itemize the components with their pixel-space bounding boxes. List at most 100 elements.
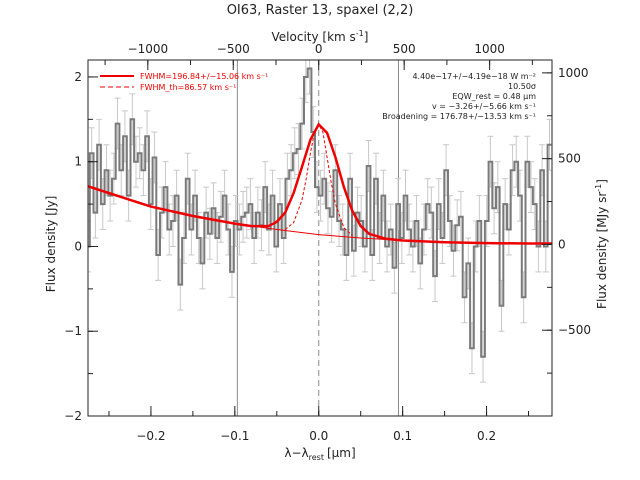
data-point (367, 165, 370, 167)
data-point (533, 203, 536, 205)
data-point (253, 237, 255, 239)
data-point (290, 169, 292, 171)
data-point (186, 177, 189, 180)
data-point (393, 266, 396, 269)
data-point (305, 76, 307, 78)
data-point (496, 186, 499, 188)
data-point (345, 254, 348, 256)
x-tick-label: 0.2 (477, 429, 496, 443)
data-point (323, 177, 326, 180)
axis-ticks: −0.2 −0.1 0.0 0.1 0.2 −1000 −500 0 500 1000 −2 −1 0 1… (64, 42, 591, 443)
data-point (467, 262, 470, 265)
data-point (526, 160, 529, 163)
data-point (268, 228, 270, 231)
data-point (430, 211, 433, 214)
data-point (142, 169, 145, 171)
data-point (131, 118, 134, 121)
fit-annotation: 4.40e−17+/−4.19e−18 W m⁻² (412, 72, 536, 81)
data-point (382, 194, 385, 197)
data-point (404, 194, 407, 197)
data-point (456, 224, 458, 227)
right-tick-label: −500 (558, 323, 591, 337)
plot-frame (87, 59, 553, 417)
data-point (544, 245, 547, 248)
data-point (500, 305, 503, 307)
data-point (113, 177, 115, 180)
right-tick-label: 500 (558, 152, 581, 166)
data-point (264, 186, 267, 188)
data-point (471, 347, 473, 349)
data-point (227, 228, 230, 231)
legend: FWHM=196.84+/−15.06 km s⁻¹ FWHM_th=86.57 … (100, 72, 268, 92)
data-point (334, 169, 337, 171)
data-point (231, 271, 233, 273)
data-point (360, 220, 362, 222)
data-point (519, 194, 521, 197)
data-point (375, 177, 377, 180)
data-point (474, 245, 477, 248)
data-point (175, 194, 178, 197)
data-point (308, 67, 311, 70)
data-point (242, 216, 244, 218)
top-tick-label: 0 (315, 42, 323, 56)
y-tick-label: 0 (74, 239, 82, 253)
data-point (485, 220, 488, 222)
data-point (327, 207, 329, 210)
data-point (452, 249, 455, 252)
data-point (504, 203, 506, 205)
data-point (508, 228, 510, 231)
data-point (489, 160, 492, 163)
data-point (301, 122, 303, 125)
data-point (537, 245, 540, 248)
data-point (341, 228, 344, 231)
data-point (548, 143, 551, 146)
data-point (135, 160, 137, 163)
data-point (460, 216, 462, 218)
data-point (297, 148, 300, 150)
top-axis-label: Velocity [km s-1] (272, 29, 369, 44)
data-spectrum-line (88, 67, 552, 358)
data-point (349, 177, 351, 180)
y-tick-label: 2 (74, 70, 82, 84)
x-axis-label: λ−λrest [µm] (284, 446, 355, 462)
data-point (463, 296, 466, 299)
data-point (397, 203, 399, 205)
data-point (401, 237, 403, 239)
legend-label: FWHM_th=86.57 km s⁻¹ (140, 83, 236, 92)
data-point (194, 194, 196, 197)
data-point (279, 203, 281, 205)
data-point (408, 228, 410, 231)
data-point (257, 211, 259, 214)
data-point (168, 228, 171, 231)
data-point (209, 232, 211, 235)
data-point (541, 169, 543, 171)
data-point (90, 152, 93, 155)
data-point (271, 194, 274, 197)
data-point (172, 220, 174, 222)
data-point (386, 245, 388, 248)
data-point (482, 355, 484, 358)
fit-annotations: 4.40e−17+/−4.19e−18 W m⁻²10.50σEQW_rest … (382, 72, 536, 121)
data-point (441, 237, 444, 239)
top-tick-label: 1000 (474, 42, 505, 56)
data-point (120, 169, 123, 171)
data-point (161, 211, 163, 214)
data-point (201, 262, 204, 265)
fit-annotation: Broadening = 176.78+/−13.53 km s⁻¹ (382, 112, 536, 121)
data-point (179, 283, 182, 286)
top-tick-label: −500 (217, 42, 250, 56)
data-point (419, 262, 422, 265)
data-point (138, 152, 141, 155)
right-axis-label: Flux density [MJy sr-1] (594, 179, 609, 309)
data-point (105, 169, 108, 171)
data-point (434, 275, 436, 277)
y-axis-label: Flux density [Jy] (44, 196, 58, 293)
data-point (197, 237, 200, 239)
data-point (316, 186, 318, 188)
data-point (220, 216, 222, 218)
data-point (511, 169, 514, 171)
y-tick-label: −1 (64, 324, 82, 338)
data-point (364, 245, 366, 248)
right-tick-label: 0 (558, 237, 566, 251)
